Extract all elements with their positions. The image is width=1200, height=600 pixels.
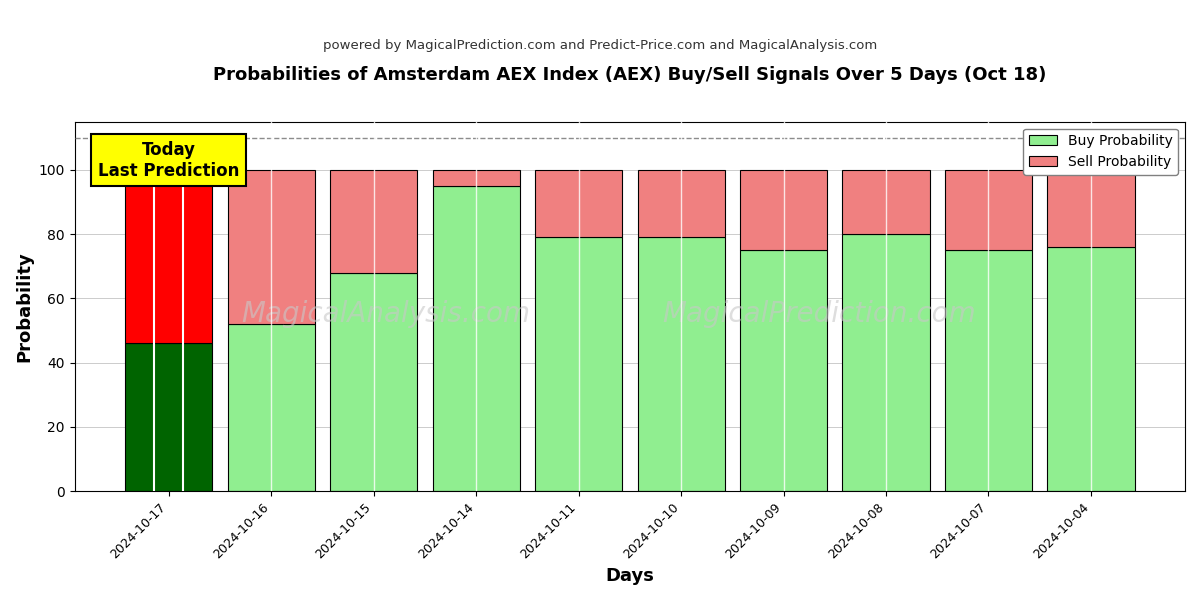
Text: MagicalPrediction.com: MagicalPrediction.com <box>661 300 976 328</box>
Bar <box>740 170 827 250</box>
Bar <box>228 170 314 324</box>
Bar <box>535 238 622 491</box>
Bar <box>944 250 1032 491</box>
Bar <box>944 170 1032 250</box>
Bar <box>637 238 725 491</box>
Bar <box>125 343 212 491</box>
Bar <box>637 170 725 238</box>
Bar <box>432 170 520 186</box>
Text: Today
Last Prediction: Today Last Prediction <box>98 141 239 180</box>
Bar <box>1048 170 1134 247</box>
X-axis label: Days: Days <box>605 567 654 585</box>
Y-axis label: Probability: Probability <box>16 251 34 362</box>
Bar <box>842 234 930 491</box>
Text: powered by MagicalPrediction.com and Predict-Price.com and MagicalAnalysis.com: powered by MagicalPrediction.com and Pre… <box>323 38 877 52</box>
Bar <box>432 186 520 491</box>
Bar <box>125 170 212 343</box>
Bar <box>842 170 930 234</box>
Bar <box>535 170 622 238</box>
Title: Probabilities of Amsterdam AEX Index (AEX) Buy/Sell Signals Over 5 Days (Oct 18): Probabilities of Amsterdam AEX Index (AE… <box>214 66 1046 84</box>
Bar <box>330 273 418 491</box>
Bar <box>1048 247 1134 491</box>
Text: MagicalAnalysis.com: MagicalAnalysis.com <box>241 300 530 328</box>
Legend: Buy Probability, Sell Probability: Buy Probability, Sell Probability <box>1024 128 1178 175</box>
Bar <box>740 250 827 491</box>
Bar <box>330 170 418 273</box>
Bar <box>228 324 314 491</box>
